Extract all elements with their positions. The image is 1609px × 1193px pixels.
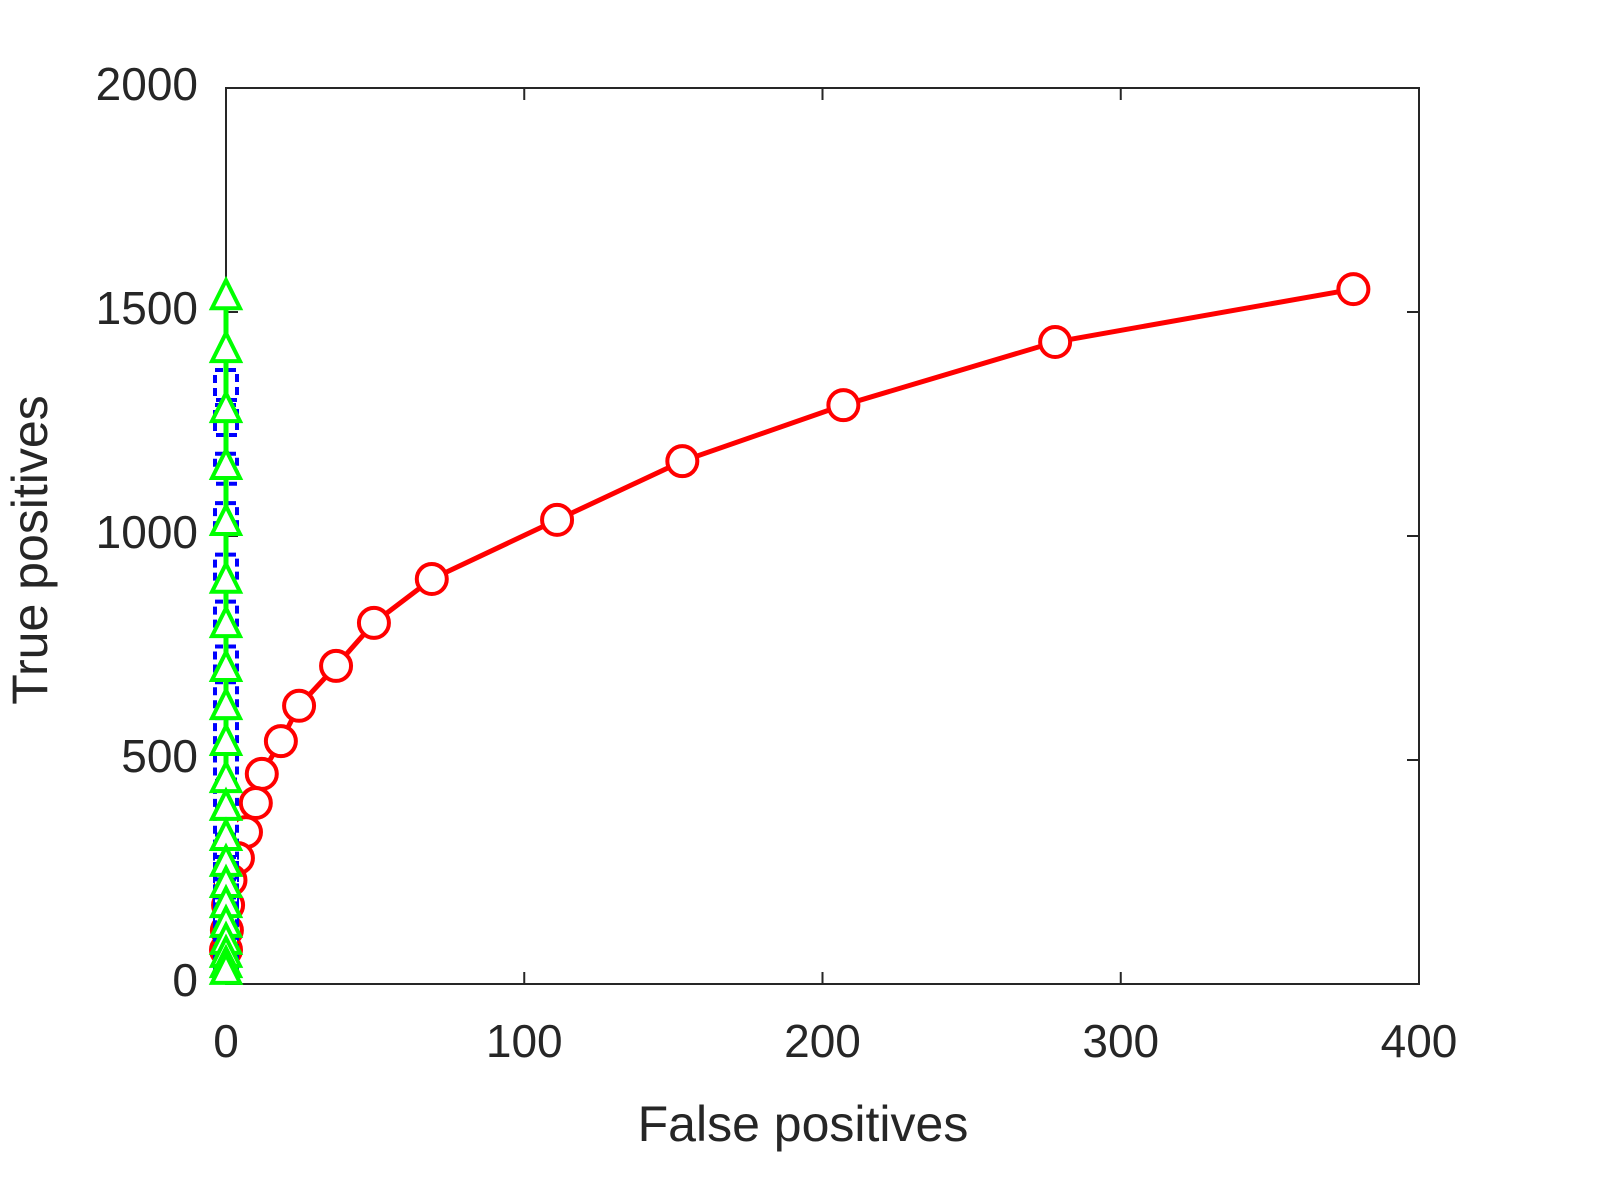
y-tick-label: 500 <box>121 730 198 782</box>
series <box>208 275 244 985</box>
x-axis-label: False positives <box>638 1096 969 1152</box>
marker <box>208 275 244 311</box>
marker <box>263 724 298 759</box>
y-tick-label: 1000 <box>96 506 198 558</box>
x-tick-label: 400 <box>1381 1015 1458 1067</box>
y-axis-label: True positives <box>2 395 58 704</box>
series-line <box>223 286 1354 951</box>
marker <box>540 502 575 537</box>
x-tick-label: 300 <box>1082 1015 1159 1067</box>
marker <box>208 950 244 985</box>
marker <box>208 445 244 481</box>
y-tick-label: 1500 <box>96 282 198 334</box>
marker <box>208 388 244 424</box>
marker <box>208 721 244 756</box>
marker <box>1038 325 1073 360</box>
y-tick-label: 2000 <box>96 58 198 110</box>
marker <box>1336 272 1371 307</box>
plot-frame <box>225 87 1420 985</box>
y-tick-label: 0 <box>172 954 198 1006</box>
x-tick-label: 0 <box>213 1015 239 1067</box>
marker <box>282 688 317 723</box>
x-tick-label: 200 <box>784 1015 861 1067</box>
marker <box>244 756 279 791</box>
marker <box>414 562 449 597</box>
marker <box>208 328 244 364</box>
series <box>209 272 1371 967</box>
marker <box>319 648 354 683</box>
marker <box>208 559 244 594</box>
marker <box>238 786 273 821</box>
marker <box>208 501 244 537</box>
marker <box>826 388 861 423</box>
marker <box>356 605 391 640</box>
x-tick-label: 100 <box>486 1015 563 1067</box>
marker <box>208 685 244 721</box>
marker <box>665 444 700 479</box>
marker <box>208 647 244 683</box>
marker <box>208 603 244 639</box>
